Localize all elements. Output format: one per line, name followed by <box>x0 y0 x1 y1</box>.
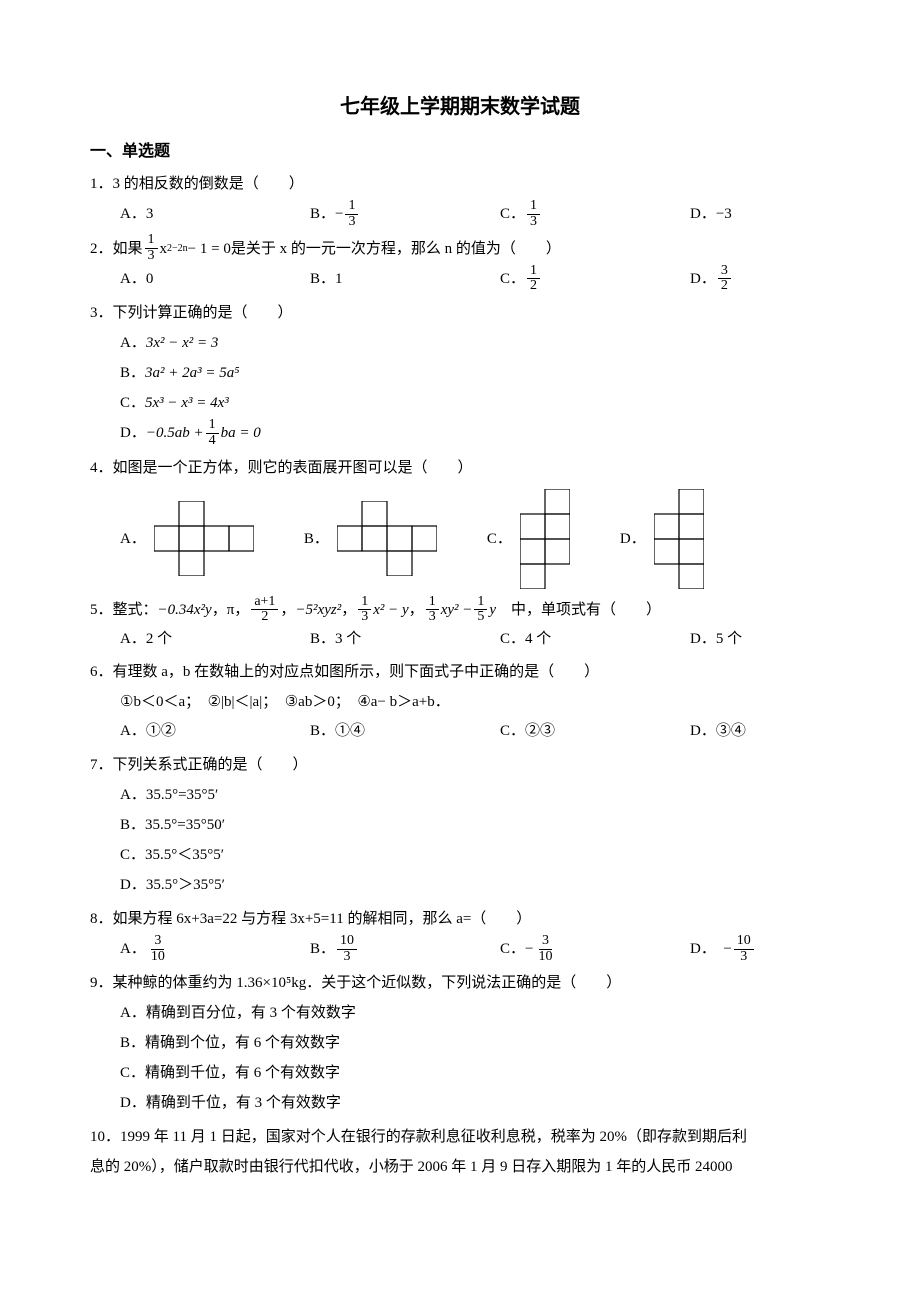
page-title: 七年级上学期期末数学试题 <box>90 90 830 119</box>
question-8: 8．如果方程 6x+3a=22 与方程 3x+5=11 的解相同，那么 a=（ … <box>90 904 830 964</box>
q8-opt-d: D． − 103 <box>690 934 756 964</box>
q4-opt-a: A． <box>120 501 254 576</box>
q9-opt-c: C．精确到千位，有 6 个有效数字 <box>120 1058 480 1088</box>
frac: 12 <box>527 264 540 294</box>
q2-stem: 2．如果 13 x2−2n − 1 = 0 是关于 x 的一元一次方程，那么 n… <box>90 233 830 263</box>
q8-opt-b: B． 103 <box>310 934 500 964</box>
q4-opt-d: D． <box>620 489 704 589</box>
question-3: 3．下列计算正确的是（ ） A．3x² − x² = 3 B．3a² + 2a³… <box>90 298 830 448</box>
question-2: 2．如果 13 x2−2n − 1 = 0 是关于 x 的一元一次方程，那么 n… <box>90 233 830 294</box>
q4-stem: 4．如图是一个正方体，则它的表面展开图可以是（ ） <box>90 453 830 483</box>
q1-stem: 1．3 的相反数的倒数是（ ） <box>90 169 830 199</box>
q3-opt-b: B．3a² + 2a³ = 5a⁵ <box>120 358 480 388</box>
q7-opt-d: D．35.5°＞35°5′ <box>120 870 480 900</box>
q10-line1: 10．1999 年 11 月 1 日起，国家对个人在银行的存款利息征收利息税，税… <box>90 1122 830 1152</box>
q7-options: A．35.5°=35°5′ B．35.5°=35°50′ C．35.5°＜35°… <box>120 780 830 900</box>
q8-options: A． 310 B． 103 C．− 310 D． − 103 <box>120 934 830 964</box>
q8-opt-a: A． 310 <box>120 934 310 964</box>
q3-opt-a: A．3x² − x² = 3 <box>120 328 480 358</box>
q6-stem: 6．有理数 a，b 在数轴上的对应点如图所示，则下面式子中正确的是（ ） <box>90 657 830 687</box>
section-heading: 一、单选题 <box>90 137 830 161</box>
q9-options: A．精确到百分位，有 3 个有效数字 B．精确到个位，有 6 个有效数字 C．精… <box>120 998 830 1118</box>
q9-opt-d: D．精确到千位，有 3 个有效数字 <box>120 1088 480 1118</box>
frac: 15 <box>474 595 487 625</box>
frac: 310 <box>148 934 168 964</box>
frac: 103 <box>337 934 357 964</box>
frac: 13 <box>145 233 158 263</box>
question-7: 7．下列关系式正确的是（ ） A．35.5°=35°5′ B．35.5°=35°… <box>90 750 830 900</box>
q4-options: A． B． C． D． <box>120 489 830 589</box>
frac: 32 <box>718 264 731 294</box>
q3-opt-d: D． −0.5ab + 14 ba = 0 <box>120 418 480 448</box>
frac: 310 <box>535 934 555 964</box>
frac: 13 <box>527 199 540 229</box>
q1-opt-a: A．3 <box>120 200 310 229</box>
q10-line2: 息的 20%），储户取款时由银行代扣代收，小杨于 2006 年 1 月 9 日存… <box>90 1152 830 1182</box>
frac: 13 <box>345 199 358 229</box>
q5-opt-a: A．2 个 <box>120 625 310 654</box>
question-5: 5．整式： −0.34x²y， π， a+12， −5²xyz²， 13x² −… <box>90 595 830 654</box>
q6-opt-d: D．③④ <box>690 717 746 746</box>
frac: 103 <box>734 934 754 964</box>
q5-options: A．2 个 B．3 个 C．4 个 D．5 个 <box>120 625 830 654</box>
q7-opt-b: B．35.5°=35°50′ <box>120 810 480 840</box>
q5-opt-c: C．4 个 <box>500 625 690 654</box>
q5-opt-d: D．5 个 <box>690 625 742 654</box>
q2-opt-c: C． 12 <box>500 264 690 294</box>
q7-opt-a: A．35.5°=35°5′ <box>120 780 480 810</box>
q5-opt-b: B．3 个 <box>310 625 500 654</box>
q7-opt-c: C．35.5°＜35°5′ <box>120 840 480 870</box>
frac: 14 <box>206 418 219 448</box>
q8-stem: 8．如果方程 6x+3a=22 与方程 3x+5=11 的解相同，那么 a=（ … <box>90 904 830 934</box>
q2-opt-b: B．1 <box>310 265 500 294</box>
question-1: 1．3 的相反数的倒数是（ ） A．3 B． − 13 C． 13 D．−3 <box>90 169 830 229</box>
q6-statements: ①b＜0＜a； ②|b|＜|a|； ③ab＞0； ④a− b＞a+b． <box>120 687 830 717</box>
cube-net-d <box>654 489 704 589</box>
cube-net-b <box>337 501 437 576</box>
q3-options: A．3x² − x² = 3 B．3a² + 2a³ = 5a⁵ C．5x³ −… <box>120 328 830 448</box>
q2-options: A．0 B．1 C． 12 D． 32 <box>120 264 830 294</box>
cube-net-c <box>520 489 570 589</box>
q7-stem: 7．下列关系式正确的是（ ） <box>90 750 830 780</box>
q6-opt-a: A．①② <box>120 717 310 746</box>
cube-net-a <box>154 501 254 576</box>
q8-opt-c: C．− 310 <box>500 934 690 964</box>
q9-opt-b: B．精确到个位，有 6 个有效数字 <box>120 1028 480 1058</box>
question-9: 9．某种鲸的体重约为 1.36×10⁵kg．关于这个近似数，下列说法正确的是（ … <box>90 968 830 1118</box>
q6-opt-b: B．①④ <box>310 717 500 746</box>
q3-opt-c: C．5x³ − x³ = 4x³ <box>120 388 480 418</box>
q9-opt-a: A．精确到百分位，有 3 个有效数字 <box>120 998 480 1028</box>
question-10: 10．1999 年 11 月 1 日起，国家对个人在银行的存款利息征收利息税，税… <box>90 1122 830 1182</box>
q3-stem: 3．下列计算正确的是（ ） <box>90 298 830 328</box>
q9-stem: 9．某种鲸的体重约为 1.36×10⁵kg．关于这个近似数，下列说法正确的是（ … <box>90 968 830 998</box>
question-4: 4．如图是一个正方体，则它的表面展开图可以是（ ） A． B． C． D． <box>90 453 830 589</box>
q6-opt-c: C．②③ <box>500 717 690 746</box>
frac: 13 <box>426 595 439 625</box>
frac: a+12 <box>251 595 278 625</box>
frac: 13 <box>358 595 371 625</box>
q2-opt-d: D． 32 <box>690 264 733 294</box>
q1-opt-c: C． 13 <box>500 199 690 229</box>
q4-opt-b: B． <box>304 501 437 576</box>
question-6: 6．有理数 a，b 在数轴上的对应点如图所示，则下面式子中正确的是（ ） ①b＜… <box>90 657 830 746</box>
exam-page: 七年级上学期期末数学试题 一、单选题 1．3 的相反数的倒数是（ ） A．3 B… <box>0 0 920 1226</box>
q5-stem: 5．整式： −0.34x²y， π， a+12， −5²xyz²， 13x² −… <box>90 595 830 625</box>
q1-opt-d: D．−3 <box>690 200 732 229</box>
q6-options: A．①② B．①④ C．②③ D．③④ <box>120 717 830 746</box>
q1-options: A．3 B． − 13 C． 13 D．−3 <box>120 199 830 229</box>
q2-opt-a: A．0 <box>120 265 310 294</box>
q1-opt-b: B． − 13 <box>310 199 500 229</box>
q4-opt-c: C． <box>487 489 570 589</box>
